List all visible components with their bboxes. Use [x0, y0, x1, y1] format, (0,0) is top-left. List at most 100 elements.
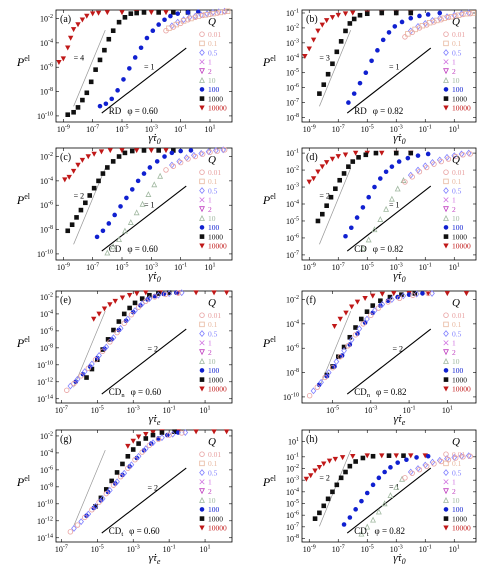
- data-point: [75, 105, 81, 110]
- data-point: [174, 290, 179, 295]
- data-point: [425, 291, 431, 297]
- y-tick-label: 10-4: [286, 53, 299, 63]
- data-point: [408, 10, 414, 16]
- data-point: [354, 299, 361, 305]
- data-point: [125, 443, 131, 449]
- data-point: [453, 153, 459, 160]
- data-point: [443, 349, 449, 356]
- series-q1000: [324, 291, 418, 378]
- data-point: [443, 516, 449, 521]
- slope-guide-steep: [319, 168, 352, 245]
- data-point: [110, 28, 116, 33]
- x-tick-label: 10-1: [163, 545, 176, 555]
- data-point: [453, 13, 459, 19]
- data-point: [100, 171, 106, 176]
- slope-label: = 1: [144, 200, 155, 209]
- plot-frame: [55, 9, 233, 123]
- data-point: [369, 58, 374, 64]
- data-point: [199, 77, 205, 83]
- data-point: [337, 316, 343, 322]
- data-point: [70, 168, 77, 174]
- data-point: [404, 457, 409, 463]
- data-point: [387, 492, 394, 499]
- data-point: [199, 488, 205, 495]
- data-point: [425, 12, 431, 17]
- series-q0p01: [163, 147, 228, 173]
- plot-frame: [55, 429, 233, 543]
- data-point: [199, 234, 205, 239]
- data-point: [122, 150, 128, 156]
- data-point: [465, 9, 472, 17]
- legend-entry: 1: [208, 478, 212, 487]
- data-point: [143, 431, 149, 437]
- data-point: [207, 11, 213, 17]
- data-point: [179, 430, 185, 436]
- data-point: [443, 330, 449, 338]
- data-point: [91, 185, 97, 191]
- data-point: [443, 386, 449, 392]
- x-tick-label: 10-7: [332, 263, 345, 273]
- data-point: [114, 470, 120, 475]
- series-q100: [94, 148, 194, 240]
- y-tick-label: 10-1: [286, 8, 299, 18]
- data-point: [199, 451, 205, 457]
- data-point: [363, 152, 369, 158]
- slope-label: = 2: [392, 344, 403, 353]
- data-point: [172, 429, 177, 434]
- data-point: [350, 159, 356, 164]
- data-point: [460, 152, 466, 158]
- data-point: [443, 234, 449, 239]
- x-tick-label: 10-5: [116, 263, 129, 273]
- y-tick-label: 10-10: [283, 392, 299, 402]
- data-point: [343, 233, 348, 239]
- data-point: [321, 503, 327, 509]
- series-q10000: [56, 10, 169, 66]
- x-tick-label: 10-3: [145, 125, 158, 135]
- data-point: [130, 309, 136, 315]
- data-point: [310, 37, 317, 43]
- data-point: [400, 177, 407, 183]
- slope-guide-shallow: [101, 185, 187, 252]
- data-point: [401, 453, 406, 458]
- legend-entry: 100: [452, 85, 464, 94]
- x-tick-label: 10-5: [361, 545, 374, 555]
- series-q1000: [315, 150, 414, 224]
- slope-label: = 2: [74, 191, 85, 200]
- data-point: [123, 318, 129, 323]
- data-point: [199, 525, 205, 531]
- data-point: [338, 39, 344, 44]
- x-tick-label: 10-3: [145, 263, 158, 273]
- data-point: [185, 156, 191, 162]
- data-point: [443, 49, 449, 57]
- data-point: [406, 292, 412, 297]
- model-annotation: CD φ = 0.60: [109, 244, 159, 254]
- data-point: [414, 455, 419, 460]
- legend-entry: 1: [452, 58, 456, 67]
- slope-guide-shallow: [101, 467, 187, 534]
- data-point: [388, 465, 393, 470]
- data-point: [360, 455, 366, 461]
- data-point: [425, 151, 431, 157]
- legend-entry: 0.1: [452, 177, 462, 186]
- data-point: [425, 290, 431, 297]
- x-tick-label: 10-3: [127, 545, 140, 555]
- data-point: [364, 315, 370, 323]
- data-point: [199, 178, 205, 185]
- data-point: [66, 174, 72, 180]
- legend-entry: 0.5: [452, 48, 462, 57]
- data-point: [330, 489, 335, 495]
- data-point: [364, 453, 370, 459]
- data-point: [199, 169, 205, 175]
- legend-title: Q: [208, 154, 216, 166]
- series-q10000: [91, 290, 230, 322]
- legend-entry: 100: [208, 85, 220, 94]
- data-point: [121, 469, 128, 477]
- data-point: [75, 162, 81, 168]
- legend-entry: 1: [452, 196, 456, 205]
- data-point: [71, 380, 77, 387]
- data-point: [420, 291, 425, 296]
- data-point: [329, 15, 336, 21]
- panel-d: 10-9 10-7 10-5 10-3 10-1 10110-110-210-310-41…: [262, 147, 477, 284]
- x-tick-label: 10-7: [86, 263, 99, 273]
